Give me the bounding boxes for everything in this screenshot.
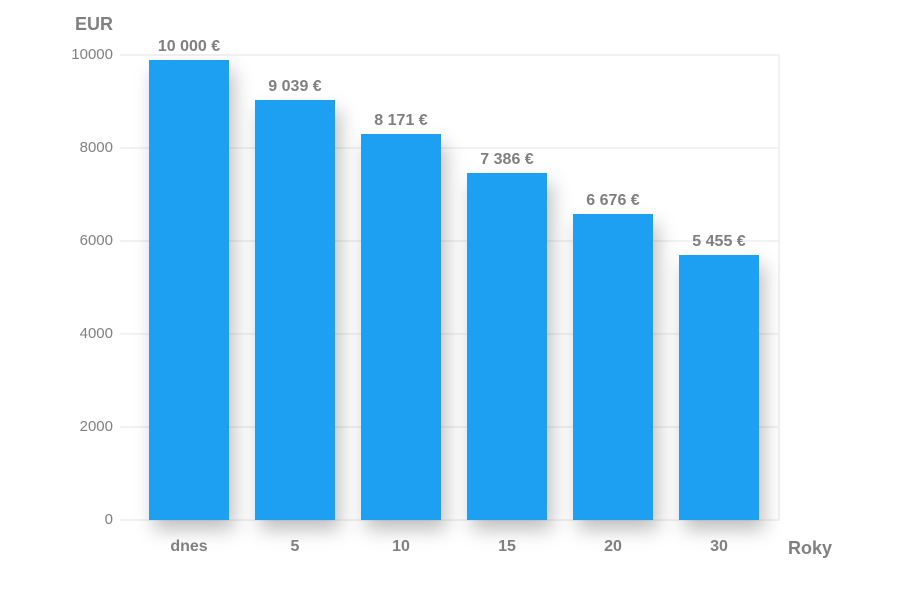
grid-line-v [778,55,780,520]
plot-area: 10 000 €9 039 €8 171 €7 386 €6 676 €5 45… [120,55,780,520]
x-tick-label: dnes [149,538,229,556]
y-tick-label: 2000 [58,418,113,435]
y-tick-label: 8000 [58,139,113,156]
bar [467,173,547,520]
bar [149,60,229,520]
bar [255,100,335,520]
x-tick-label: 30 [679,538,759,556]
bar-value-label: 6 676 € [553,192,673,210]
y-tick-label: 4000 [58,325,113,342]
bar-value-label: 7 386 € [447,151,567,169]
x-axis-title: Roky [788,538,832,559]
depreciation-bar-chart: EUR 10 000 € 9 039 € 8 171 € 7 386 € 6 676 €… [0,0,900,600]
y-tick-label: 6000 [58,232,113,249]
y-axis-title: EUR [75,14,113,35]
x-tick-label: 15 [467,538,547,556]
bar-value-label: 8 171 € [341,112,461,130]
x-tick-label: 5 [255,538,335,556]
bar [573,214,653,520]
x-tick-label: 20 [573,538,653,556]
bar-value-label: 5 455 € [659,233,779,251]
bar [679,255,759,520]
y-tick-label: 10000 [58,46,113,63]
bar-value-label: 10 000 € [129,38,249,56]
bar [361,134,441,520]
x-tick-label: 10 [361,538,441,556]
bar-value-label: 9 039 € [235,78,355,96]
y-tick-label: 0 [58,511,113,528]
